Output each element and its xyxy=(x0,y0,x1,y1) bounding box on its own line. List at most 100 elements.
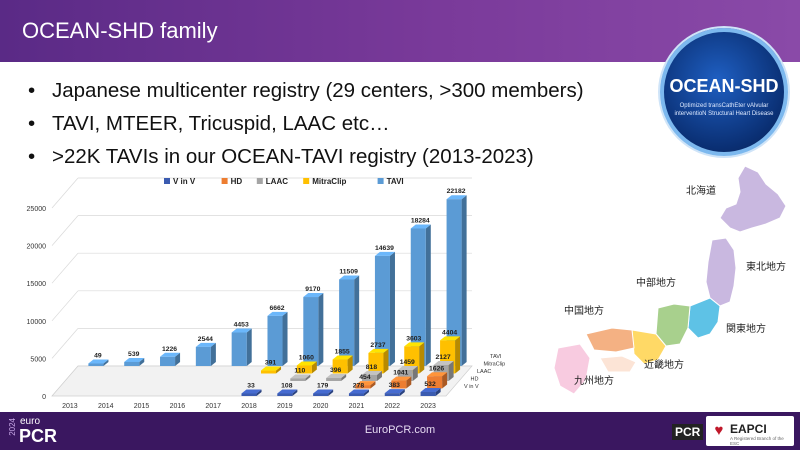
data-label: 2544 xyxy=(198,336,213,343)
bar-side xyxy=(139,357,145,366)
data-label: 11509 xyxy=(339,268,358,275)
data-label: 110 xyxy=(294,368,305,375)
map-label-kinki: 近畿地方 xyxy=(644,358,684,371)
data-label: 6662 xyxy=(269,305,284,312)
bar-tavi xyxy=(231,332,247,366)
footer-bar: 2024 euro PCR EuroPCR.com PCR ♥ EAPCI A … xyxy=(0,412,800,450)
bar-side xyxy=(246,328,252,366)
bar-top xyxy=(124,357,145,362)
depth-axis-label: TAVI xyxy=(490,354,502,360)
bar-v-in-v xyxy=(241,393,257,396)
y-tick-label: 15000 xyxy=(27,281,47,288)
bar-top xyxy=(446,195,467,200)
x-tick-label: 2018 xyxy=(241,403,257,410)
legend-swatch xyxy=(303,178,310,184)
bar-top xyxy=(260,366,282,371)
bar-mitraclip xyxy=(296,365,312,374)
bar-top xyxy=(374,251,395,256)
bar-laac xyxy=(326,378,342,381)
depth-axis-label: V in V xyxy=(464,384,479,390)
bar-tavi xyxy=(339,279,355,366)
data-label: 1041 xyxy=(393,370,408,377)
bar-top xyxy=(348,389,369,394)
bar-top xyxy=(391,376,412,381)
map-label-chugoku: 中国地方 xyxy=(564,304,604,317)
bar-top xyxy=(277,389,298,394)
data-label: 108 xyxy=(281,383,293,390)
x-tick-label: 2016 xyxy=(170,403,186,410)
grid-line-depth xyxy=(51,328,79,359)
bar-top xyxy=(267,311,288,316)
bar-side xyxy=(448,361,454,381)
bar-side xyxy=(399,389,405,396)
bar-side xyxy=(311,361,317,374)
bar-hd xyxy=(427,376,443,389)
y-tick-label: 25000 xyxy=(27,206,47,213)
bar-side xyxy=(305,374,311,381)
data-label: 1060 xyxy=(299,355,314,362)
bar-side xyxy=(318,293,324,366)
data-label: 18284 xyxy=(411,218,430,225)
pcr-badge: PCR xyxy=(672,424,704,440)
data-label: 3603 xyxy=(406,335,421,342)
bar-top xyxy=(339,275,360,280)
bar-side xyxy=(341,374,347,381)
bar-top xyxy=(420,387,441,392)
depth-axis-label: MitraClip xyxy=(484,362,506,368)
legend-label: LAAC xyxy=(266,177,288,186)
bar-tavi xyxy=(88,363,104,366)
x-tick-label: 2013 xyxy=(62,403,78,410)
bar-hd xyxy=(391,380,407,389)
x-tick-label: 2015 xyxy=(134,403,150,410)
data-label: 818 xyxy=(366,364,378,371)
bar-side xyxy=(370,381,376,389)
bar-side xyxy=(363,389,369,396)
data-label: 396 xyxy=(330,367,342,374)
bullet-item: >22K TAVIs in our OCEAN-TAVI registry (2… xyxy=(28,140,648,173)
ocean-shd-logo: OCEAN-SHD Optimized transCathEter vAlvul… xyxy=(660,28,788,156)
bar-side xyxy=(276,366,282,374)
legend-label: TAVI xyxy=(387,177,404,186)
bar-tavi xyxy=(195,346,211,366)
bar-side xyxy=(435,387,441,396)
bar-tavi xyxy=(374,255,390,366)
data-label: 454 xyxy=(359,374,371,381)
bar-side xyxy=(442,372,448,389)
heart-icon: ♥ xyxy=(714,422,724,439)
data-label: 2737 xyxy=(370,342,385,349)
footer-euro-text: euro xyxy=(20,416,41,427)
legend-label: HD xyxy=(231,177,243,186)
map-label-kyushu: 九州地方 xyxy=(574,374,614,387)
data-label: 22182 xyxy=(447,188,466,195)
europcr-logo: PCR xyxy=(19,426,58,446)
footer-url: EuroPCR.com xyxy=(364,424,436,436)
bar-v-in-v xyxy=(277,393,293,396)
bar-side xyxy=(383,348,389,374)
map-label-tohoku: 東北地方 xyxy=(746,260,786,273)
x-tick-label: 2021 xyxy=(349,403,365,410)
bar-v-in-v xyxy=(313,393,329,396)
data-label: 391 xyxy=(265,360,277,367)
y-tick-label: 20000 xyxy=(27,244,47,251)
bar-top xyxy=(404,342,425,347)
bar-tavi xyxy=(160,356,176,366)
data-label: 1855 xyxy=(335,349,350,356)
shikoku-region xyxy=(599,355,637,373)
map-label-chubu: 中部地方 xyxy=(636,276,676,289)
x-tick-label: 2019 xyxy=(277,403,293,410)
legend-label: MitraClip xyxy=(312,177,346,186)
bar-tavi xyxy=(410,228,426,366)
bar-side xyxy=(425,224,431,366)
bar-mitraclip xyxy=(260,370,277,374)
bar-v-in-v xyxy=(420,391,436,396)
bar-side xyxy=(175,352,181,366)
grid-line-depth xyxy=(51,290,79,322)
legend-swatch xyxy=(256,178,263,184)
bar-top xyxy=(195,342,216,347)
eapci-subtext: A Registered Branch of the ESC xyxy=(730,436,784,446)
grid-line-depth xyxy=(51,252,79,284)
data-label: 278 xyxy=(353,383,365,390)
title-bar: OCEAN-SHD family xyxy=(0,0,800,62)
tohoku-region xyxy=(705,237,737,307)
bar-side xyxy=(256,389,262,396)
